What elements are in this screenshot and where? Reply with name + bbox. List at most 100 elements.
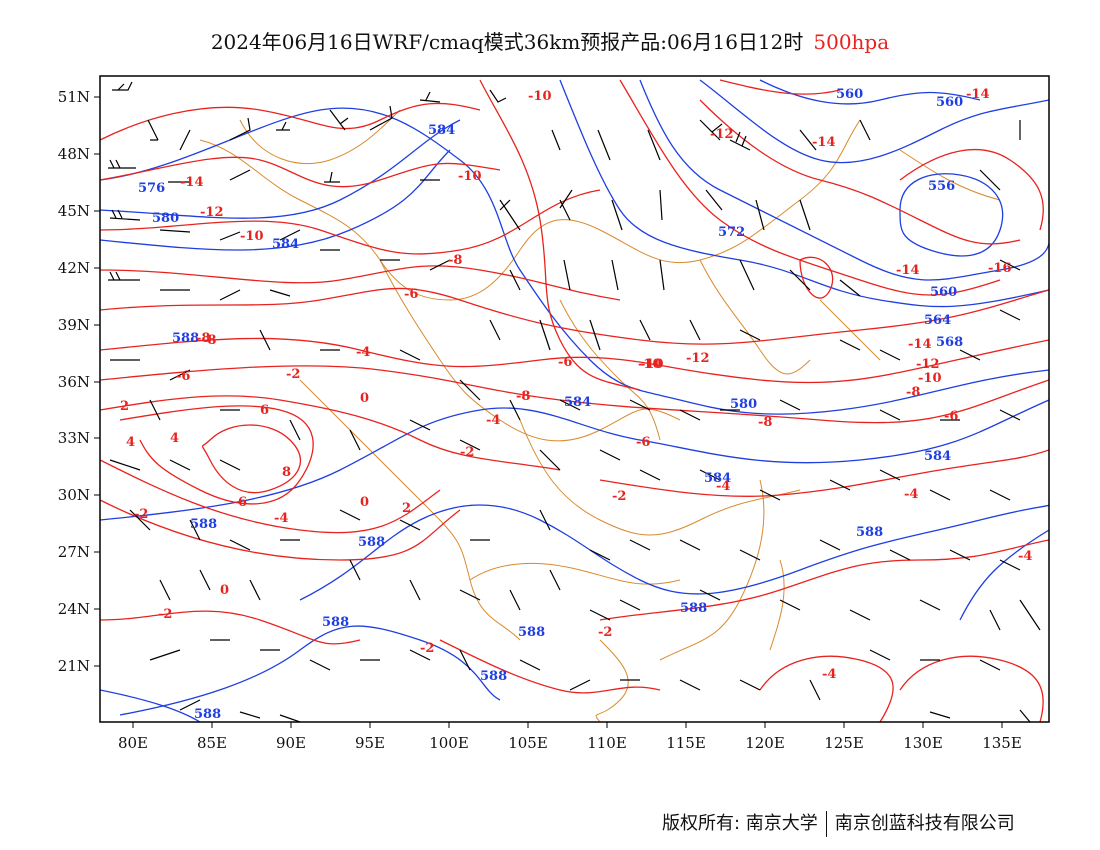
lon-labels: 80E 85E 90E 95E 100E 105E 110E 115E 120E…: [118, 734, 1022, 752]
temp-label: -14: [812, 135, 836, 150]
height-label: 568: [936, 335, 963, 350]
height-label: 560: [836, 87, 863, 102]
temp-label: -14: [180, 175, 204, 190]
temp-label: -12: [710, 127, 734, 142]
height-label: 584: [272, 237, 299, 252]
temp-label: -4: [716, 479, 730, 494]
lon-label: 90E: [276, 734, 306, 752]
height-label: 560: [936, 95, 963, 110]
temp-label: -14: [908, 337, 932, 352]
lon-label: 95E: [355, 734, 385, 752]
temp-label: -16: [988, 261, 1012, 276]
height-label: 588: [856, 525, 883, 540]
temp-label: -2: [460, 445, 474, 460]
temp-label: -10: [640, 357, 664, 372]
lon-label: 120E: [745, 734, 785, 752]
height-label: 588: [322, 615, 349, 630]
temp-label: -2: [612, 489, 626, 504]
lat-label: 48N: [58, 145, 90, 163]
footer-credits: 版权所有: 南京大学 南京创蓝科技有限公司: [662, 809, 1015, 837]
temp-label: -6: [636, 435, 650, 450]
lat-label: 36N: [58, 373, 90, 391]
height-label: 588: [358, 535, 385, 550]
height-label: 588: [518, 625, 545, 640]
temp-label: -4: [1018, 549, 1032, 564]
temp-label: -10: [240, 229, 264, 244]
temp-label: -10: [458, 169, 482, 184]
temp-label: -10: [528, 89, 552, 104]
height-contours: [100, 79, 1049, 722]
height-label: 588: [680, 601, 707, 616]
lat-label: 45N: [58, 202, 90, 220]
height-label: 556: [928, 179, 955, 194]
height-label: 560: [930, 285, 957, 300]
lat-label: 33N: [58, 429, 90, 447]
temp-label: -4: [822, 667, 836, 682]
height-label: 576: [138, 181, 165, 196]
temp-label: -10: [638, 357, 662, 372]
lon-label: 130E: [903, 734, 943, 752]
lat-label: 30N: [58, 486, 90, 504]
plot-background: [100, 76, 1049, 722]
temp-label: -4: [486, 413, 500, 428]
height-label: 572: [718, 225, 745, 240]
temp-label: -4: [904, 487, 918, 502]
temp-label: -2: [286, 367, 300, 382]
height-label: 580: [730, 397, 757, 412]
temp-label: 2: [120, 399, 129, 414]
lat-label: 42N: [58, 259, 90, 277]
lat-label: 51N: [58, 88, 90, 106]
temp-label: 4: [170, 431, 179, 446]
height-label: 584: [924, 449, 951, 464]
lon-label: 85E: [197, 734, 227, 752]
temp-label: -2: [420, 641, 434, 656]
title-main: 2024年06月16日WRF/cmaq模式36km预报产品:06月16日12时: [210, 30, 804, 54]
temp-label: -10: [918, 371, 942, 386]
temp-label: -14: [896, 263, 920, 278]
lat-label: 27N: [58, 543, 90, 561]
boundary-lines: [199, 109, 1001, 722]
lat-labels: 51N 48N 45N 42N 39N 36N 33N 30N 27N 24N …: [58, 88, 90, 675]
temp-label: 2: [402, 501, 411, 516]
temp-label: -8: [758, 415, 772, 430]
temp-label: 4: [126, 435, 135, 450]
temp-label: -4: [274, 511, 288, 526]
copyright-text: 版权所有: 南京大学: [662, 813, 818, 834]
temp-label: -2: [598, 625, 612, 640]
lon-label: 105E: [508, 734, 548, 752]
temp-label: 8: [282, 465, 291, 480]
temp-label: -8: [448, 253, 462, 268]
temp-label: -8: [906, 385, 920, 400]
temp-label: -4: [356, 345, 370, 360]
temp-label: -12: [200, 205, 224, 220]
temp-label: -6: [176, 369, 190, 384]
lon-ticks: [132, 722, 1003, 728]
lon-label: 135E: [982, 734, 1022, 752]
lon-label: 125E: [824, 734, 864, 752]
temp-label: -8: [516, 389, 530, 404]
height-label: 584: [428, 123, 455, 138]
temp-label: -12: [916, 357, 940, 372]
lon-label: 110E: [587, 734, 627, 752]
height-label: 564: [924, 313, 951, 328]
chart-title: 2024年06月16日WRF/cmaq模式36km预报产品:06月16日12时 5…: [0, 26, 1100, 55]
lat-label: 24N: [58, 600, 90, 618]
height-label: 588: [190, 517, 217, 532]
title-level: 500hpa: [813, 30, 890, 54]
temp-label: -2: [158, 607, 172, 622]
temp-label: -8: [202, 333, 216, 348]
height-label: 584: [564, 395, 591, 410]
temp-label: -6: [558, 355, 572, 370]
temp-label: -2: [134, 507, 148, 522]
lat-ticks: [94, 96, 100, 667]
temp-label: 0: [220, 583, 229, 598]
footer-divider: [825, 811, 827, 837]
temperature-contours: [100, 79, 1049, 722]
temp-label: 0: [360, 391, 369, 406]
temp-label: 6: [238, 495, 247, 510]
height-label: 584: [704, 471, 731, 486]
height-label: 580: [152, 211, 179, 226]
temp-label: 0: [360, 495, 369, 510]
lon-label: 115E: [666, 734, 706, 752]
